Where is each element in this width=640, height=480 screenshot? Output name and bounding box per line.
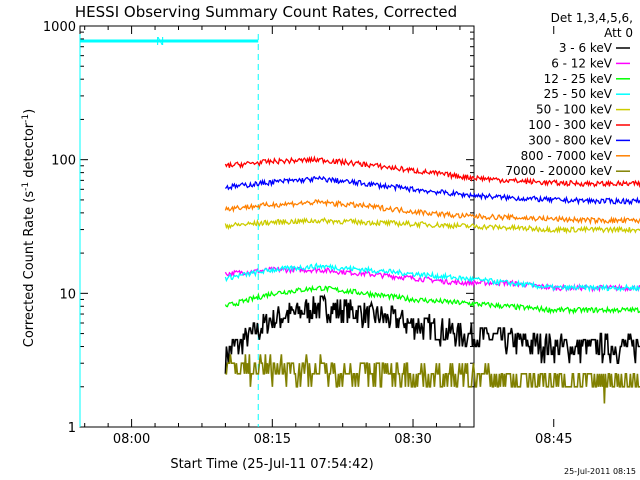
legend-label: 800 - 7000 keV [521, 149, 613, 163]
legend-label: 300 - 800 keV [528, 133, 612, 147]
x-axis-label: Start Time (25-Jul-11 07:54:42) [170, 457, 373, 472]
legend-label: 100 - 300 keV [528, 118, 612, 132]
x-tick-label: 08:00 [113, 432, 150, 447]
y-axis-label-main: Corrected Count Rate (s [22, 191, 37, 348]
legend-label: 25 - 50 keV [544, 87, 613, 101]
legend-header-line-1: Det 1,3,4,5,6, [551, 11, 633, 25]
y-tick-label: 1000 [43, 20, 76, 35]
y-axis-label-sup2: -1 [21, 114, 31, 123]
legend-label: 12 - 25 keV [544, 72, 613, 86]
legend-label: 3 - 6 keV [559, 41, 613, 55]
legend-label: 7000 - 20000 keV [505, 164, 612, 178]
series-line [224, 175, 640, 206]
series-line [224, 155, 640, 189]
series-line [225, 354, 640, 404]
y-tick-label: 1 [68, 421, 76, 436]
series-group [224, 155, 640, 404]
series-line [224, 293, 640, 374]
plot-area: 110100100008:0008:1508:3008:4509:0009:15… [43, 20, 573, 447]
y-axis-label: Corrected Count Rate (s-1 detector-1) [21, 109, 37, 347]
x-tick-label: 08:45 [535, 432, 572, 447]
x-tick-label: 08:15 [254, 432, 291, 447]
y-axis-label-sup1: -1 [21, 182, 31, 191]
footer-date: 25-Jul-2011 08:15 [564, 467, 636, 476]
legend-label: 6 - 12 keV [551, 56, 613, 70]
chart-title: HESSI Observing Summary Count Rates, Cor… [75, 3, 457, 21]
legend-header-line-2: Att 0 [604, 26, 633, 40]
series-line [224, 198, 640, 226]
y-tick-label: 100 [51, 154, 76, 169]
y-axis-label-end: ) [22, 109, 37, 114]
series-line [224, 265, 640, 293]
y-tick-label: 10 [59, 287, 76, 302]
y-axis-label-mid: detector [22, 122, 37, 182]
series-line [224, 284, 640, 315]
x-tick-label: 08:30 [394, 432, 431, 447]
legend-label: 50 - 100 keV [536, 103, 613, 117]
series-line [224, 262, 640, 293]
series-line [224, 216, 640, 235]
